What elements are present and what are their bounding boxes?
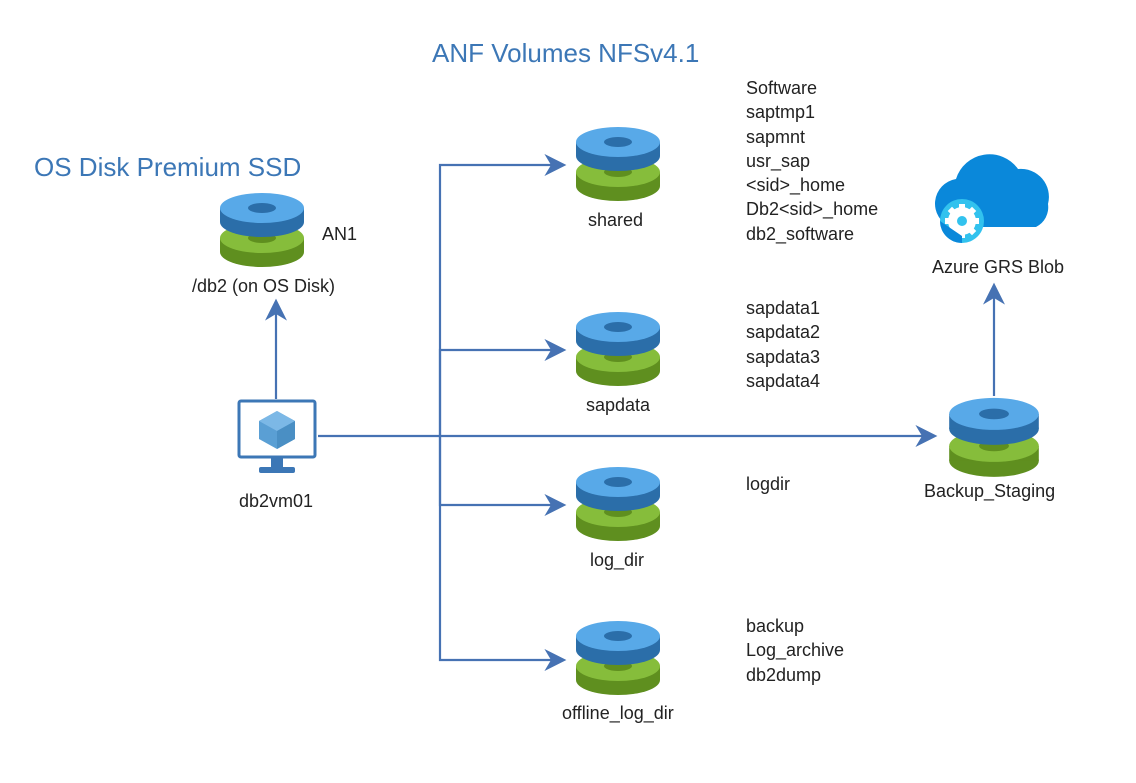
title-os-disk: OS Disk Premium SSD bbox=[34, 152, 301, 183]
sapdata-disk-icon bbox=[568, 313, 668, 388]
logdir-label: log_dir bbox=[590, 550, 644, 571]
sapdata-list: sapdata1 sapdata2 sapdata3 sapdata4 bbox=[746, 296, 820, 393]
offline-list: backup Log_archive db2dump bbox=[746, 614, 844, 687]
backup-label: Backup_Staging bbox=[924, 481, 1055, 502]
shared-list: Software saptmp1 sapmnt usr_sap <sid>_ho… bbox=[746, 76, 878, 246]
os-disk-caption: /db2 (on OS Disk) bbox=[192, 276, 335, 297]
os-disk-icon bbox=[212, 194, 312, 269]
blob-label: Azure GRS Blob bbox=[932, 257, 1064, 278]
vm-icon bbox=[237, 399, 317, 479]
title-anf: ANF Volumes NFSv4.1 bbox=[432, 38, 699, 69]
shared-disk-icon bbox=[568, 128, 668, 203]
sapdata-label: sapdata bbox=[586, 395, 650, 416]
offline-label: offline_log_dir bbox=[562, 703, 674, 724]
cloud-icon bbox=[928, 149, 1073, 249]
offline-disk-icon bbox=[568, 622, 668, 697]
logdir-disk-icon bbox=[568, 468, 668, 543]
logdir-list: logdir bbox=[746, 472, 790, 496]
vm-label: db2vm01 bbox=[239, 491, 313, 512]
an1-label: AN1 bbox=[322, 224, 357, 245]
backup-disk-icon bbox=[939, 399, 1049, 479]
shared-label: shared bbox=[588, 210, 643, 231]
